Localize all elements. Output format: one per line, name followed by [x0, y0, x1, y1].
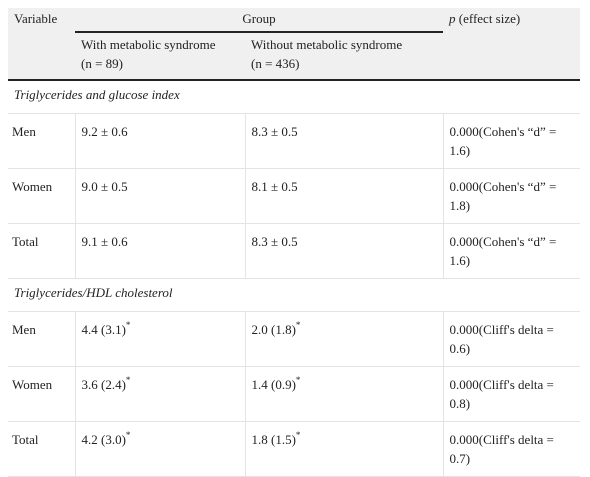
- with-cell: 9.2 ± 0.6: [75, 113, 246, 169]
- section-row: Triglycerides and glucose index: [8, 80, 580, 114]
- value: 8.3 ± 0.5: [251, 124, 298, 139]
- with-cell: 4.2 (3.0)*: [75, 421, 246, 477]
- p-symbol: p: [449, 11, 456, 26]
- footnote-mark: *: [295, 375, 301, 385]
- footnote-mark: *: [125, 430, 131, 440]
- data-row: Total 4.2 (3.0)* 1.8 (1.5)* 0.000(Cliff's d…: [8, 421, 580, 477]
- value: 1.4 (0.9): [251, 377, 296, 392]
- data-row: Women 9.0 ± 0.5 8.1 ± 0.5 0.000(Cohen's “d”…: [8, 168, 580, 224]
- data-row: Total 9.1 ± 0.6 8.3 ± 0.5 0.000(Cohen's “d”…: [8, 223, 580, 279]
- with-n: (n = 89): [81, 56, 123, 71]
- page: {"header": {"variable": "Variable", "gro…: [8, 8, 580, 477]
- footnote-mark: *: [125, 320, 131, 330]
- row-label: Women: [8, 366, 76, 422]
- p-header: p (effect size): [443, 8, 580, 32]
- without-n: (n = 436): [251, 56, 300, 71]
- section-title: Triglycerides/HDL cholesterol: [8, 278, 580, 312]
- without-cell: 2.0 (1.8)*: [245, 311, 444, 367]
- section-row: Triglycerides/HDL cholesterol: [8, 278, 580, 312]
- without-cell: 1.4 (0.9)*: [245, 366, 444, 422]
- data-row: Men 4.4 (3.1)* 2.0 (1.8)* 0.000(Cliff's del…: [8, 311, 580, 367]
- with-header: With metabolic syndrome (n = 89): [75, 32, 245, 81]
- value: 4.2 (3.0): [81, 432, 126, 447]
- value: 9.0 ± 0.5: [81, 179, 128, 194]
- without-cell: 8.3 ± 0.5: [245, 223, 444, 279]
- value: 4.4 (3.1): [81, 322, 126, 337]
- table-header: Variable Group p (effect size) With meta…: [8, 8, 580, 81]
- row-label: Men: [8, 311, 76, 367]
- value: 9.1 ± 0.6: [81, 234, 128, 249]
- value: 2.0 (1.8): [251, 322, 296, 337]
- footnote-mark: *: [125, 375, 131, 385]
- table-body: Triglycerides and glucose index Men 9.2 ± …: [8, 80, 580, 477]
- row-label: Women: [8, 168, 76, 224]
- without-cell: 1.8 (1.5)*: [245, 421, 444, 477]
- data-row: Women 3.6 (2.4)* 1.4 (0.9)* 0.000(Cliff's d…: [8, 366, 580, 422]
- with-name: With metabolic syndrome: [81, 37, 216, 52]
- p-value: 0.000(Cohen's “d” = 1.6): [443, 223, 580, 279]
- row-label: Total: [8, 223, 76, 279]
- row-label: Men: [8, 113, 76, 169]
- section-title: Triglycerides and glucose index: [8, 80, 580, 114]
- with-cell: 4.4 (3.1)*: [75, 311, 246, 367]
- without-header: Without metabolic syndrome (n = 436): [245, 32, 443, 81]
- with-cell: 3.6 (2.4)*: [75, 366, 246, 422]
- with-cell: 9.1 ± 0.6: [75, 223, 246, 279]
- value: 1.8 (1.5): [251, 432, 296, 447]
- row-label: Total: [8, 421, 76, 477]
- variable-header: Variable: [14, 11, 58, 26]
- p-rest: (effect size): [458, 11, 521, 26]
- without-cell: 8.3 ± 0.5: [245, 113, 444, 169]
- p-value: 0.000(Cliff's delta = 0.6): [443, 311, 580, 367]
- value: 3.6 (2.4): [81, 377, 126, 392]
- value: 9.2 ± 0.6: [81, 124, 128, 139]
- data-row: Men 9.2 ± 0.6 8.3 ± 0.5 0.000(Cohen's “d” =…: [8, 113, 580, 169]
- p-value: 0.000(Cliff's delta = 0.7): [443, 421, 580, 477]
- p-value: 0.000(Cliff's delta = 0.8): [443, 366, 580, 422]
- without-name: Without metabolic syndrome: [251, 37, 403, 52]
- value: 8.3 ± 0.5: [251, 234, 298, 249]
- without-cell: 8.1 ± 0.5: [245, 168, 444, 224]
- p-value: 0.000(Cohen's “d” = 1.8): [443, 168, 580, 224]
- data-table: Variable Group p (effect size) With meta…: [8, 8, 580, 477]
- p-value: 0.000(Cohen's “d” = 1.6): [443, 113, 580, 169]
- with-cell: 9.0 ± 0.5: [75, 168, 246, 224]
- footnote-mark: *: [295, 430, 301, 440]
- footnote-mark: *: [295, 320, 301, 330]
- value: 8.1 ± 0.5: [251, 179, 298, 194]
- group-header: Group: [75, 8, 443, 33]
